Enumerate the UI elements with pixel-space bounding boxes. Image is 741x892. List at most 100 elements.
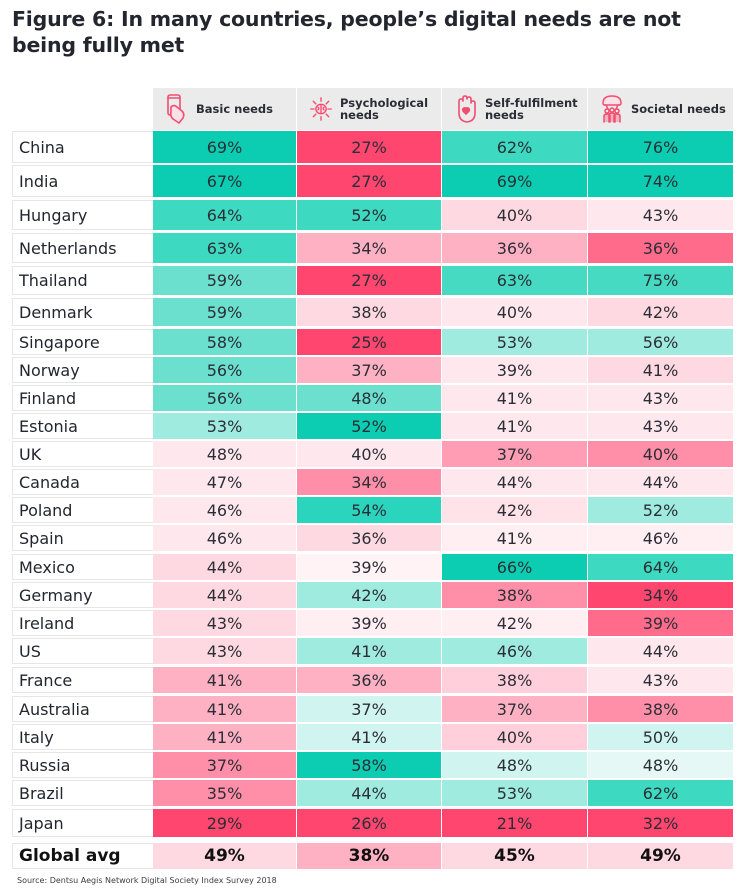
- heatmap-cell: 41%: [442, 385, 588, 411]
- heatmap-cell: 43%: [153, 638, 297, 664]
- heatmap-cell: 56%: [153, 357, 297, 383]
- heatmap-cell: 41%: [153, 724, 297, 750]
- heatmap-cell: 44%: [153, 582, 297, 608]
- heatmap-cell: 50%: [588, 724, 733, 750]
- heatmap-cell: 52%: [297, 413, 442, 439]
- global-average-label: Global avg: [12, 843, 153, 869]
- heatmap-cell: 26%: [297, 809, 442, 837]
- table-row: Italy 41% 41% 40% 50%: [12, 724, 733, 750]
- heatmap-cell: 40%: [442, 298, 588, 326]
- heatmap-cell: 45%: [442, 843, 588, 869]
- country-label: Estonia: [12, 413, 153, 439]
- heatmap-cell: 66%: [442, 554, 588, 580]
- heatmap-cell: 27%: [297, 266, 442, 295]
- column-header-psychological-needs: Psychological needs: [297, 88, 442, 130]
- table-row: Finland 56% 48% 41% 43%: [12, 385, 733, 411]
- table-row: US 43% 41% 46% 44%: [12, 638, 733, 664]
- heatmap-cell: 41%: [297, 724, 442, 750]
- heatmap-cell: 44%: [153, 554, 297, 580]
- heatmap-cell: 75%: [588, 266, 733, 295]
- heatmap-cell: 41%: [588, 357, 733, 383]
- country-label: Japan: [12, 809, 153, 837]
- country-label: Norway: [12, 357, 153, 383]
- heatmap-cell: 40%: [588, 441, 733, 467]
- table-row: Netherlands 63% 34% 36% 36%: [12, 233, 733, 263]
- heatmap-cell: 59%: [153, 298, 297, 326]
- heatmap-cell: 46%: [442, 638, 588, 664]
- heatmap-cell: 25%: [297, 329, 442, 355]
- heatmap-cell: 67%: [153, 165, 297, 197]
- heatmap-cell: 42%: [297, 582, 442, 608]
- table-row: Estonia 53% 52% 41% 43%: [12, 413, 733, 439]
- column-header-societal-needs: Societal needs: [588, 88, 733, 130]
- heatmap-cell: 43%: [588, 385, 733, 411]
- table-row: Norway 56% 37% 39% 41%: [12, 357, 733, 383]
- heatmap-cell: 53%: [442, 329, 588, 355]
- heatmap-cell: 39%: [297, 610, 442, 636]
- heatmap-cell: 44%: [442, 469, 588, 495]
- country-label: Mexico: [12, 554, 153, 580]
- heatmap-cell: 48%: [442, 752, 588, 778]
- brain-icon: [309, 94, 333, 124]
- table-row: India 67% 27% 69% 74%: [12, 165, 733, 197]
- heatmap-cell: 36%: [442, 233, 588, 263]
- country-label: Finland: [12, 385, 153, 411]
- heatmap-cell: 63%: [442, 266, 588, 295]
- heatmap-cell: 37%: [297, 357, 442, 383]
- country-label: Germany: [12, 582, 153, 608]
- figure-title: Figure 6: In many countries, people’s di…: [12, 7, 681, 57]
- heatmap-cell: 62%: [442, 131, 588, 163]
- heatmap-cell: 46%: [588, 525, 733, 551]
- heatmap-cell: 44%: [588, 469, 733, 495]
- heatmap-cell: 39%: [297, 554, 442, 580]
- heatmap-cell: 39%: [588, 610, 733, 636]
- table-row: Denmark 59% 38% 40% 42%: [12, 298, 733, 326]
- heatmap-cell: 58%: [153, 329, 297, 355]
- country-label: Spain: [12, 525, 153, 551]
- heatmap-cell: 35%: [153, 780, 297, 806]
- heatmap-cell: 37%: [297, 696, 442, 722]
- table-row: Canada 47% 34% 44% 44%: [12, 469, 733, 495]
- heatmap-cell: 58%: [297, 752, 442, 778]
- phone-hand-icon: [165, 94, 189, 124]
- column-label: Self-fulfilment needs: [485, 96, 578, 122]
- table-row: Australia 41% 37% 37% 38%: [12, 696, 733, 722]
- heatmap-cell: 42%: [588, 298, 733, 326]
- heatmap-cell: 36%: [588, 233, 733, 263]
- heatmap-cell: 41%: [153, 667, 297, 693]
- heatmap-cell: 46%: [153, 525, 297, 551]
- heatmap-cell: 52%: [297, 200, 442, 230]
- heatmap-cell: 59%: [153, 266, 297, 295]
- country-label: Poland: [12, 497, 153, 523]
- heatmap-cell: 46%: [153, 497, 297, 523]
- heatmap-cell: 69%: [153, 131, 297, 163]
- table-row: Thailand 59% 27% 63% 75%: [12, 266, 733, 295]
- heatmap-cell: 21%: [442, 809, 588, 837]
- column-label: Basic needs: [196, 102, 273, 116]
- country-label: France: [12, 667, 153, 693]
- country-label: Denmark: [12, 298, 153, 326]
- country-label: Australia: [12, 696, 153, 722]
- heatmap-cell: 41%: [442, 413, 588, 439]
- heatmap-cell: 41%: [153, 696, 297, 722]
- heatmap-cell: 34%: [297, 233, 442, 263]
- heatmap-cell: 29%: [153, 809, 297, 837]
- heatmap-cell: 38%: [588, 696, 733, 722]
- heatmap-cell: 69%: [442, 165, 588, 197]
- heatmap-cell: 52%: [588, 497, 733, 523]
- heatmap-cell: 38%: [442, 667, 588, 693]
- table-row: Brazil 35% 44% 53% 62%: [12, 780, 733, 806]
- heatmap-cell: 48%: [297, 385, 442, 411]
- heatmap-cell: 53%: [442, 780, 588, 806]
- column-header-basic-needs: Basic needs: [153, 88, 297, 130]
- heatmap-cell: 39%: [442, 357, 588, 383]
- heatmap-cell: 40%: [442, 724, 588, 750]
- heatmap-cell: 64%: [153, 200, 297, 230]
- raised-hand-heart-icon: [454, 94, 478, 124]
- table-row: Germany 44% 42% 38% 34%: [12, 582, 733, 608]
- heatmap-cell: 38%: [442, 582, 588, 608]
- country-label: Brazil: [12, 780, 153, 806]
- country-label: China: [12, 131, 153, 163]
- heatmap-cell: 27%: [297, 131, 442, 163]
- global-average-row: Global avg 49% 38% 45% 49%: [12, 843, 733, 869]
